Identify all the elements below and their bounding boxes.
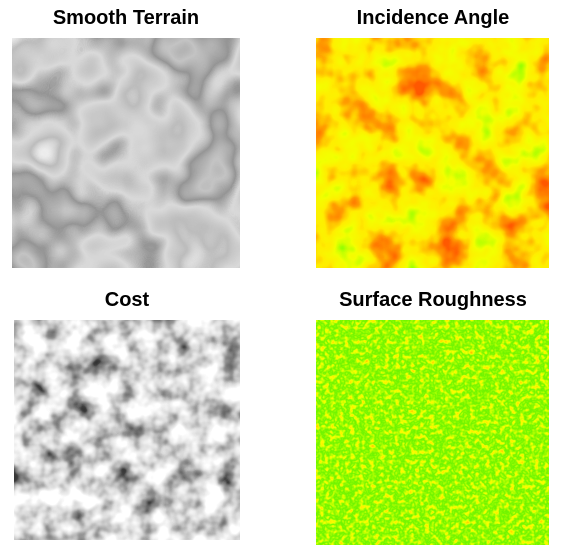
panel-title: Cost (105, 289, 150, 311)
panel-title: Smooth Terrain (53, 7, 199, 29)
figure: Smooth Terrain Incidence Angle Cost Surf… (0, 0, 566, 550)
incidence-image (316, 38, 549, 268)
terrain-image (12, 38, 240, 268)
panel-title: Surface Roughness (339, 289, 527, 311)
page: {"panels": [ {"title": "Smooth Terrain"}… (0, 0, 566, 550)
roughness-image (316, 320, 549, 545)
panel-title: Incidence Angle (357, 7, 510, 29)
cost-image (14, 320, 240, 540)
